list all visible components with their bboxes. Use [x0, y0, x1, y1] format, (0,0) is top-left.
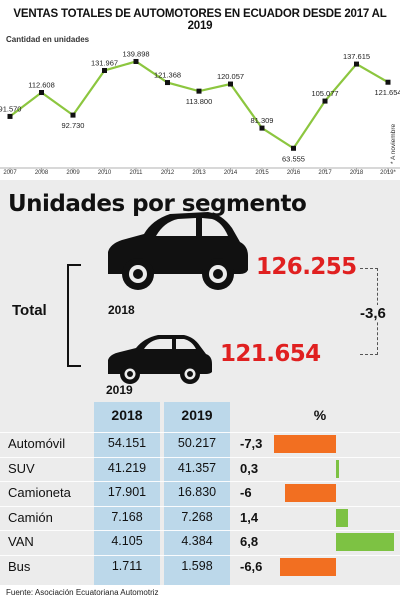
- year-2019-label: 2019: [106, 383, 133, 397]
- x-tick-label-2019*: 2019*: [380, 170, 396, 176]
- x-tick-label-2017: 2017: [318, 170, 332, 176]
- percent-bar: [336, 508, 348, 527]
- data-label-2013: 113.800: [186, 97, 213, 106]
- segments-title: Unidades por segmento: [8, 191, 307, 217]
- column-header-2019: 2019: [181, 407, 213, 423]
- data-point-2007: [7, 113, 13, 119]
- column-header-2018: 2018: [111, 407, 143, 423]
- x-tick-label-2016: 2016: [287, 170, 301, 176]
- percent-change: 1,4: [240, 509, 259, 525]
- table-row: VAN 4.105 4.384 6,8: [0, 530, 400, 554]
- percent-change: -6: [240, 485, 252, 500]
- row-divider: [0, 530, 400, 531]
- x-tick-label-2007: 2007: [3, 170, 17, 176]
- data-point-2014: [228, 81, 233, 87]
- x-tick-label-2014: 2014: [224, 170, 238, 176]
- value-2019: 50.217: [177, 436, 217, 450]
- data-label-2011: 139.898: [122, 49, 149, 58]
- segment-name: SUV: [8, 460, 35, 476]
- value-2019: 4.384: [181, 534, 213, 548]
- row-divider: [0, 505, 400, 507]
- percent-bar: [285, 484, 336, 502]
- data-label-2019*: 121.654: [374, 88, 400, 97]
- data-label-2009: 92.730: [62, 121, 85, 130]
- data-label-2007: 91.570: [0, 104, 21, 113]
- table-row: Bus 1.711 1.598 -6,6: [0, 554, 400, 579]
- column-header-percent: %: [313, 407, 327, 423]
- row-divider: [0, 456, 400, 458]
- data-point-2011: [133, 58, 139, 64]
- data-label-2016: 63.555: [282, 154, 305, 163]
- percent-bar: [279, 557, 336, 576]
- value-2019: 16.830: [177, 485, 217, 499]
- percent-change: -7,3: [240, 436, 263, 451]
- value-2018: 41.219: [107, 460, 147, 475]
- row-divider: [0, 554, 400, 556]
- data-point-2016: [291, 145, 296, 151]
- x-tick-label-2010: 2010: [98, 170, 112, 176]
- total-2019-value: 121.654: [220, 341, 321, 367]
- difference-value: -3,6: [358, 305, 388, 322]
- data-label-2018: 137.615: [343, 52, 370, 61]
- x-tick-label-2011: 2011: [130, 170, 144, 176]
- value-2018: 1.711: [111, 558, 143, 573]
- year-2018-label: 2018: [108, 303, 135, 317]
- segment-name: Camión: [8, 509, 53, 525]
- percent-change: 6,8: [240, 534, 259, 549]
- data-point-2017: [322, 98, 328, 104]
- data-point-2015: [259, 125, 265, 131]
- data-point-2009: [70, 112, 76, 118]
- data-point-2008: [39, 90, 44, 96]
- percent-bar: [336, 533, 394, 551]
- value-2018: 54.151: [107, 436, 147, 450]
- data-label-2015: 81.309: [251, 116, 274, 125]
- data-label-2017: 105.077: [311, 89, 338, 98]
- x-tick-label-2012: 2012: [161, 170, 175, 176]
- value-2018: 7.168: [111, 509, 143, 524]
- table-row: Camión 7.168 7.268 1,4: [0, 505, 400, 530]
- segment-name: VAN: [8, 534, 34, 549]
- table-row: SUV 41.219 41.357 0,3: [0, 456, 400, 481]
- x-tick-label-2018: 2018: [350, 170, 364, 176]
- car-2019-icon: [108, 335, 212, 384]
- chart-subtitle: Cantidad en unidades: [6, 35, 90, 44]
- data-point-2018: [354, 61, 359, 67]
- percent-bar: [273, 435, 336, 453]
- percent-change: -6,6: [240, 558, 263, 574]
- total-bracket: [67, 264, 81, 367]
- value-2018: 4.105: [111, 534, 143, 548]
- segment-name: Camioneta: [8, 485, 71, 500]
- car-2018-icon: [108, 212, 248, 290]
- data-point-2012: [165, 80, 170, 86]
- total-2018-value: 126.255: [256, 254, 357, 280]
- value-2019: 1.598: [181, 558, 213, 573]
- value-2019: 41.357: [177, 460, 217, 475]
- row-divider: [0, 432, 400, 433]
- data-label-2012: 121.368: [154, 71, 181, 80]
- table-row: Automóvil 54.151 50.217 -7,3: [0, 432, 400, 456]
- data-label-2014: 120.057: [217, 72, 244, 81]
- value-2018: 17.901: [107, 485, 147, 499]
- sales-line-chart: 91.570 2007 112.608 2008 92.730 2009 131.967 20…: [0, 49, 400, 176]
- row-divider: [0, 481, 400, 482]
- percent-change: 0,3: [240, 460, 259, 476]
- table-row: Camioneta 17.901 16.830 -6: [0, 481, 400, 505]
- segment-name: Bus: [8, 558, 31, 574]
- data-label-2008: 112.608: [28, 81, 55, 90]
- data-point-2019*: [385, 79, 391, 85]
- percent-bar: [336, 459, 339, 478]
- x-tick-label-2015: 2015: [255, 170, 269, 176]
- source-note: Fuente: Asociación Ecuatoriana Automotri…: [6, 588, 159, 597]
- x-tick-label-2008: 2008: [35, 170, 49, 176]
- data-label-2010: 131.967: [91, 59, 118, 68]
- data-point-2010: [102, 68, 107, 74]
- value-2019: 7.268: [181, 509, 213, 524]
- x-tick-label-2009: 2009: [66, 170, 80, 176]
- segment-name: Automóvil: [8, 436, 66, 451]
- chart-annotation: * A noviembre: [390, 124, 397, 164]
- total-label: Total: [12, 302, 47, 319]
- x-tick-label-2013: 2013: [192, 170, 206, 176]
- data-point-2013: [196, 88, 202, 94]
- chart-title: VENTAS TOTALES DE AUTOMOTORES EN ECUADOR…: [13, 8, 387, 32]
